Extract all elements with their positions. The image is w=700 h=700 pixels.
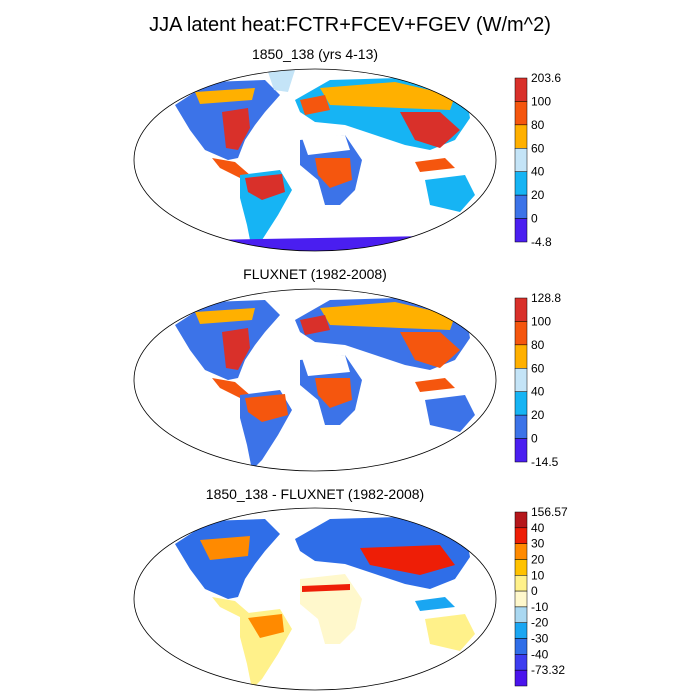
colorbar-tick-label: 40: [531, 385, 545, 399]
north-america-band: [200, 536, 250, 560]
colorbar-tick-label: 20: [531, 188, 545, 202]
colorbar-tick-label: 20: [531, 408, 545, 422]
colorbar-swatch: [514, 654, 528, 671]
colorbar-tick-label: 203.6: [531, 71, 561, 85]
antarctica-land: [205, 236, 430, 251]
australia-land: [425, 395, 475, 432]
indonesia-islands: [415, 378, 455, 392]
colorbar-1: 203.6 100 80 60 40 20 0 -4.8: [514, 71, 561, 249]
central-africa-wet: [315, 378, 352, 408]
south-asia-wet: [400, 112, 460, 148]
panel-1-title: 1850_138 (yrs 4-13): [251, 46, 379, 62]
asia-positive: [360, 545, 455, 575]
map-panel-3: [133, 507, 497, 691]
amazon-wet: [245, 174, 285, 200]
map-panel-2: [133, 288, 497, 472]
colorbar-tick-label: 128.8: [531, 291, 561, 305]
colorbar-tick-label: 0: [531, 212, 538, 226]
colorbar-swatch: [514, 638, 528, 655]
colorbar-swatch: [514, 124, 528, 149]
europe-wet: [300, 315, 330, 335]
colorbar-swatch: [514, 511, 528, 529]
colorbar-tick-label: -73.32: [531, 663, 565, 677]
colorbar-tick-label: 10: [531, 568, 545, 582]
australia-land: [425, 175, 475, 212]
north-america-north-band: [195, 88, 255, 104]
colorbar-tick-label: 80: [531, 118, 545, 132]
colorbar-swatch: [514, 218, 528, 243]
colorbar-tick-label: -20: [531, 616, 549, 630]
australia-land: [425, 614, 475, 651]
colorbar-tick-label: 40: [531, 165, 545, 179]
eurasia-boreal: [320, 302, 455, 330]
colorbar-swatch: [514, 148, 528, 172]
north-america-wet-east: [222, 328, 250, 370]
north-america-north-band: [195, 308, 255, 324]
colorbar-swatch: [514, 669, 528, 687]
colorbar-tick-label: 0: [531, 584, 538, 598]
colorbar-swatch: [514, 438, 528, 463]
colorbar-tick-label: 40: [531, 521, 545, 535]
colorbar-swatch: [514, 575, 528, 592]
indonesia-islands: [415, 597, 455, 611]
indonesia-islands: [415, 158, 455, 172]
colorbar-swatch: [514, 297, 528, 322]
central-america: [212, 597, 250, 617]
panel-2-title: FLUXNET (1982-2008): [243, 266, 387, 282]
map-panel-1: [133, 68, 497, 252]
sahara-missing: [302, 355, 350, 376]
colorbar-tick-label: -10: [531, 600, 549, 614]
colorbar-tick-label: 20: [531, 552, 545, 566]
colorbar-tick-label: 156.57: [531, 505, 568, 519]
south-asia-wet: [400, 332, 460, 368]
amazon-wet: [245, 394, 288, 422]
central-africa-wet: [315, 158, 352, 188]
colorbar-tick-label: -40: [531, 647, 549, 661]
sahel-band: [302, 584, 350, 592]
colorbar-tick-label: 100: [531, 314, 551, 328]
central-america: [212, 158, 250, 178]
north-america-land: [175, 519, 280, 599]
colorbar-tick-label: 0: [531, 432, 538, 446]
north-america-wet-east: [222, 108, 250, 150]
greenland: [268, 70, 295, 92]
colorbar-tick-label: -4.8: [531, 235, 552, 249]
panel-3-title: 1850_138 - FLUXNET (1982-2008): [205, 486, 425, 502]
colorbar-tick-label: 60: [531, 361, 545, 375]
colorbar-tick-label: 30: [531, 537, 545, 551]
europe-wet: [300, 95, 330, 115]
colorbar-swatch: [514, 527, 528, 544]
colorbar-swatch: [514, 590, 528, 608]
colorbar-swatch: [514, 368, 528, 392]
colorbar-swatch: [514, 543, 528, 560]
africa-land: [300, 574, 362, 644]
colorbar-swatch: [514, 344, 528, 369]
colorbar-swatch: [514, 194, 528, 219]
amazon-band: [248, 614, 284, 638]
colorbar-swatch: [514, 606, 528, 623]
sahara-dry: [302, 135, 350, 155]
colorbar-swatch: [514, 391, 528, 416]
colorbar-swatch: [514, 101, 528, 126]
central-america: [212, 378, 250, 398]
colorbar-tick-label: 60: [531, 141, 545, 155]
colorbar-swatch: [514, 77, 528, 102]
colorbar-swatch: [514, 414, 528, 439]
colorbar-swatch: [514, 321, 528, 346]
colorbar-tick-label: 100: [531, 94, 551, 108]
colorbar-tick-label: -30: [531, 632, 549, 646]
figure-title: JJA latent heat:FCTR+FCEV+FGEV (W/m^2): [149, 14, 551, 36]
colorbar-swatch: [514, 622, 528, 639]
eurasia-boreal: [320, 82, 455, 110]
colorbar-swatch: [514, 171, 528, 196]
colorbar-swatch: [514, 559, 528, 576]
colorbar-2: 128.8 100 80 60 40 20 0 -14.5: [514, 291, 561, 469]
colorbar-tick-label: 80: [531, 338, 545, 352]
colorbar-tick-label: -14.5: [531, 455, 559, 469]
